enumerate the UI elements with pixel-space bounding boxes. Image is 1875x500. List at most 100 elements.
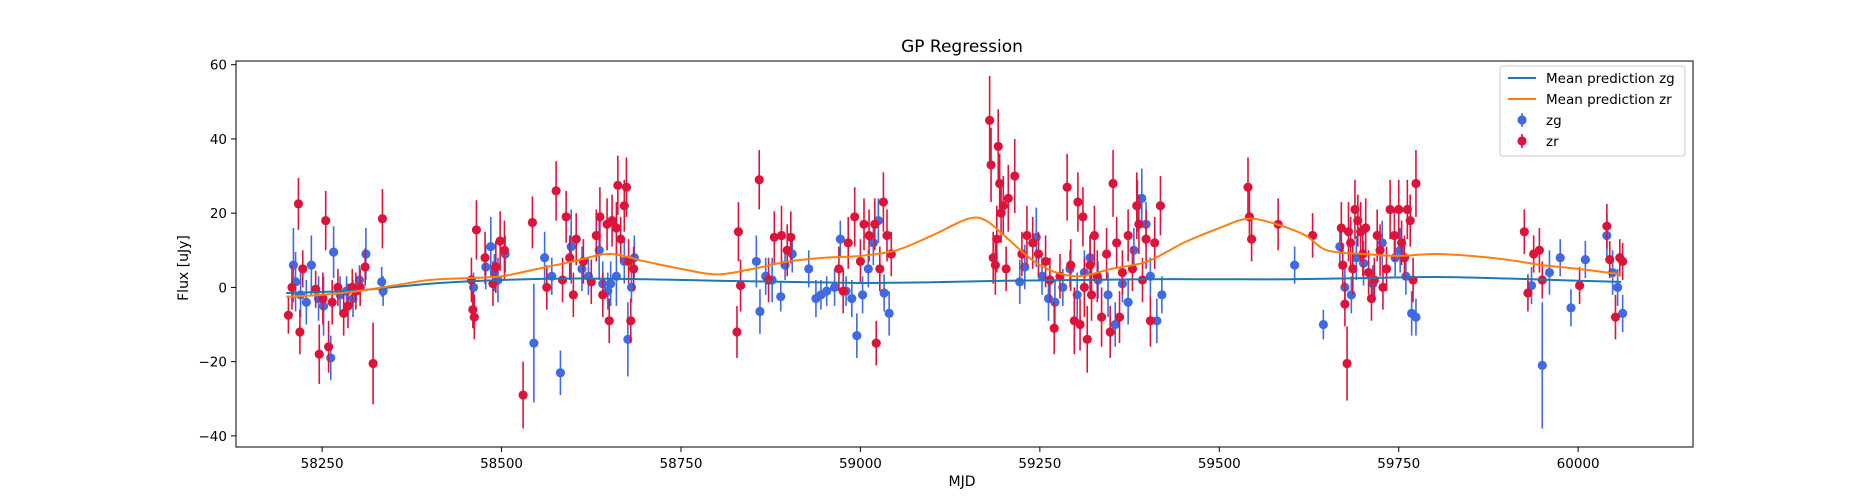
marker-zg bbox=[555, 368, 566, 378]
marker-zr bbox=[1605, 254, 1615, 265]
y-tick-label: −40 bbox=[199, 429, 228, 445]
marker-zg bbox=[1318, 319, 1328, 330]
marker-zg bbox=[868, 238, 878, 248]
marker-zr bbox=[339, 308, 349, 318]
marker-zr bbox=[1389, 230, 1400, 241]
marker-zr bbox=[1381, 264, 1392, 274]
marker-zr bbox=[986, 160, 996, 170]
data-point-zr bbox=[1155, 176, 1166, 236]
data-point-zr bbox=[1066, 239, 1076, 292]
x-tick-label: 59000 bbox=[839, 456, 882, 472]
data-point-zg bbox=[566, 209, 576, 284]
marker-zr bbox=[318, 293, 328, 304]
marker-zg bbox=[852, 331, 862, 341]
legend-label-zg: zg bbox=[1546, 113, 1562, 129]
data-point-zr bbox=[621, 157, 632, 217]
marker-zr bbox=[611, 223, 621, 233]
legend-label-mean-prediction-zg: Mean prediction zg bbox=[1546, 71, 1675, 87]
marker-zr bbox=[1394, 204, 1404, 215]
marker-zr bbox=[468, 305, 478, 315]
marker-zg bbox=[884, 308, 894, 318]
marker-zg bbox=[1618, 308, 1628, 318]
data-point-zr bbox=[1003, 164, 1013, 232]
data-point-zg bbox=[1395, 228, 1405, 273]
data-point-zr bbox=[360, 248, 370, 286]
data-point-zr bbox=[518, 361, 528, 429]
data-point-zr bbox=[786, 211, 796, 264]
marker-zr bbox=[1346, 238, 1356, 248]
data-point-zr bbox=[735, 259, 746, 312]
legend-entry-mean-prediction-zr: Mean prediction zr bbox=[1508, 92, 1672, 108]
marker-zr bbox=[1022, 230, 1032, 241]
marker-zr bbox=[1001, 264, 1011, 274]
marker-zg bbox=[804, 264, 814, 274]
marker-zr bbox=[557, 275, 568, 285]
marker-zr bbox=[1574, 280, 1585, 291]
marker-zg bbox=[1037, 271, 1047, 281]
data-point-zr bbox=[283, 296, 293, 334]
marker-zg bbox=[606, 279, 616, 289]
marker-zr bbox=[561, 212, 571, 222]
data-point-zr bbox=[850, 187, 860, 247]
marker-zr bbox=[1102, 249, 1112, 259]
data-point-zr bbox=[1075, 298, 1085, 351]
data-point-zg bbox=[1613, 268, 1623, 306]
data-point-zr bbox=[1389, 209, 1400, 262]
marker-zg bbox=[1129, 245, 1139, 255]
data-point-zr bbox=[838, 268, 848, 314]
marker-zg bbox=[1346, 290, 1356, 300]
data-point-zr bbox=[1102, 228, 1112, 280]
marker-zr bbox=[1085, 260, 1095, 270]
x-tick-label: 58750 bbox=[660, 456, 703, 472]
data-point-zr bbox=[1610, 294, 1621, 340]
data-point-zr bbox=[1017, 231, 1027, 277]
data-point-zg bbox=[1555, 239, 1565, 277]
marker-zr bbox=[1105, 327, 1115, 337]
marker-zg bbox=[566, 241, 576, 252]
data-point-zg bbox=[486, 216, 496, 277]
data-point-zr bbox=[1602, 203, 1612, 249]
marker-zg bbox=[1411, 312, 1421, 322]
marker-zr bbox=[990, 260, 1000, 270]
marker-zg bbox=[377, 277, 387, 287]
marker-zr bbox=[283, 310, 293, 320]
marker-zr bbox=[293, 199, 304, 209]
y-tick-label: 20 bbox=[210, 206, 227, 222]
marker-zr bbox=[1155, 201, 1166, 211]
legend: Mean prediction zg Mean prediction zr zg zr bbox=[1499, 65, 1686, 157]
data-point-zg bbox=[555, 350, 566, 396]
marker-zg bbox=[857, 290, 868, 300]
marker-zg bbox=[1123, 297, 1133, 307]
marker-zr bbox=[1017, 249, 1027, 259]
marker-zr bbox=[733, 227, 744, 237]
marker-zg bbox=[835, 234, 845, 244]
data-point-zg bbox=[306, 235, 316, 295]
marker-zr bbox=[491, 262, 501, 272]
x-tick-label: 59500 bbox=[1198, 456, 1241, 472]
marker-zr bbox=[1028, 238, 1038, 248]
data-point-zr bbox=[1108, 150, 1118, 217]
marker-zg bbox=[540, 253, 550, 263]
marker-zr bbox=[985, 115, 995, 125]
marker-zr bbox=[616, 234, 626, 244]
marker-zr bbox=[1062, 182, 1072, 192]
data-point-zr bbox=[495, 211, 505, 271]
data-point-zr bbox=[1117, 250, 1128, 295]
data-point-zr bbox=[1150, 216, 1160, 269]
data-point-zg bbox=[852, 313, 862, 358]
marker-zr bbox=[327, 297, 337, 307]
data-point-zr bbox=[985, 75, 995, 165]
marker-zg bbox=[1566, 303, 1576, 313]
marker-zr bbox=[1363, 267, 1374, 278]
marker-zr bbox=[1041, 256, 1051, 267]
marker-zr bbox=[1150, 238, 1160, 248]
data-point-zr bbox=[733, 202, 744, 262]
marker-zr bbox=[998, 201, 1008, 211]
y-tick-label: −20 bbox=[199, 355, 228, 371]
ticks: 58250 58500 58750 59000 59250 59500 59750 60000… bbox=[199, 58, 1600, 472]
data-point-zr bbox=[1246, 216, 1257, 262]
marker-zg bbox=[306, 260, 316, 270]
data-point-zr bbox=[864, 209, 874, 262]
data-point-zr bbox=[1338, 242, 1348, 288]
